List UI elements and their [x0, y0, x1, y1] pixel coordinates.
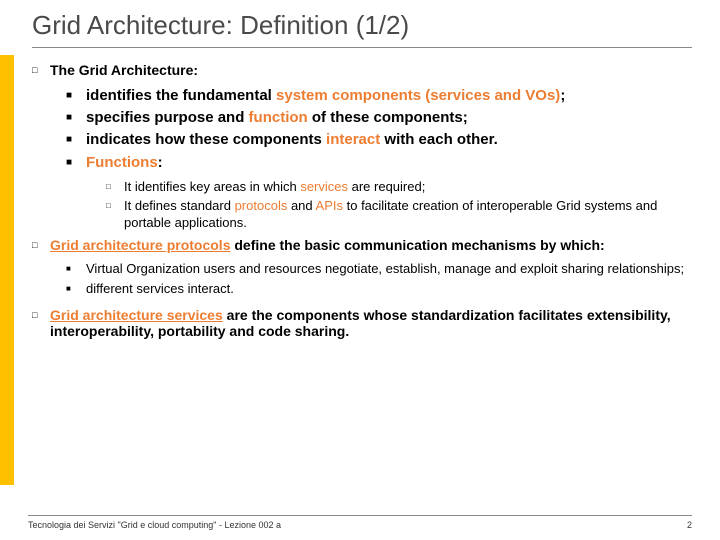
slide-title: Grid Architecture: Definition (1/2) [32, 10, 692, 48]
filled-bullet-icon: ■ [66, 108, 86, 127]
text: Grid architecture services are the compo… [50, 307, 692, 339]
square-bullet-icon: □ [32, 62, 50, 78]
filled-bullet-icon: ■ [66, 130, 86, 149]
square-bullet-icon: □ [32, 237, 50, 253]
text: The Grid Architecture: [50, 62, 198, 78]
text: specifies purpose and function of these … [86, 108, 468, 127]
text: It defines standard protocols and APIs t… [124, 198, 692, 232]
footer-text: Tecnologia dei Servizi "Grid e cloud com… [28, 520, 281, 530]
slide-content: □ The Grid Architecture: ■ identifies th… [32, 62, 692, 339]
highlight: Functions [86, 154, 158, 171]
page-number: 2 [687, 520, 692, 530]
text: indicates how these components interact … [86, 130, 498, 149]
square-bullet-icon: □ [32, 307, 50, 339]
text: Grid architecture protocols define the b… [50, 237, 605, 253]
highlight: function [249, 109, 308, 126]
bullet-lvl2: ■ specifies purpose and function of thes… [66, 108, 692, 127]
slide: Grid Architecture: Definition (1/2) □ Th… [0, 0, 720, 540]
highlight: services [300, 179, 348, 194]
bullet-lvl1: □ The Grid Architecture: [32, 62, 692, 78]
bullet-lvl2: ■ Virtual Organization users and resourc… [66, 261, 692, 278]
bullet-lvl3: □ It defines standard protocols and APIs… [106, 198, 692, 232]
bullet-lvl3: □ It identifies key areas in which servi… [106, 179, 692, 196]
filled-bullet-icon: ■ [66, 86, 86, 105]
square-bullet-icon: □ [106, 198, 124, 232]
filled-bullet-icon: ■ [66, 153, 86, 172]
text: identifies the fundamental system compon… [86, 86, 565, 105]
highlight: system components (services and VOs) [276, 87, 560, 104]
bullet-lvl1: □ Grid architecture services are the com… [32, 307, 692, 339]
bullet-lvl2: ■ identifies the fundamental system comp… [66, 86, 692, 105]
bullet-lvl2: ■ different services interact. [66, 281, 692, 298]
highlight: protocols [235, 198, 288, 213]
highlight: APIs [316, 198, 343, 213]
bullet-lvl1: □ Grid architecture protocols define the… [32, 237, 692, 253]
text: different services interact. [86, 281, 234, 298]
text: It identifies key areas in which service… [124, 179, 425, 196]
text: Functions: [86, 153, 163, 172]
footer: Tecnologia dei Servizi "Grid e cloud com… [28, 515, 692, 530]
highlight-underline: Grid architecture protocols [50, 237, 230, 253]
text: Virtual Organization users and resources… [86, 261, 684, 278]
bullet-lvl2: ■ indicates how these components interac… [66, 130, 692, 149]
highlight-underline: Grid architecture services [50, 307, 223, 323]
filled-bullet-icon: ■ [66, 281, 86, 298]
square-bullet-icon: □ [106, 179, 124, 196]
filled-bullet-icon: ■ [66, 261, 86, 278]
bullet-lvl2: ■ Functions: [66, 153, 692, 172]
highlight: interact [326, 131, 380, 148]
accent-bar [0, 55, 14, 485]
